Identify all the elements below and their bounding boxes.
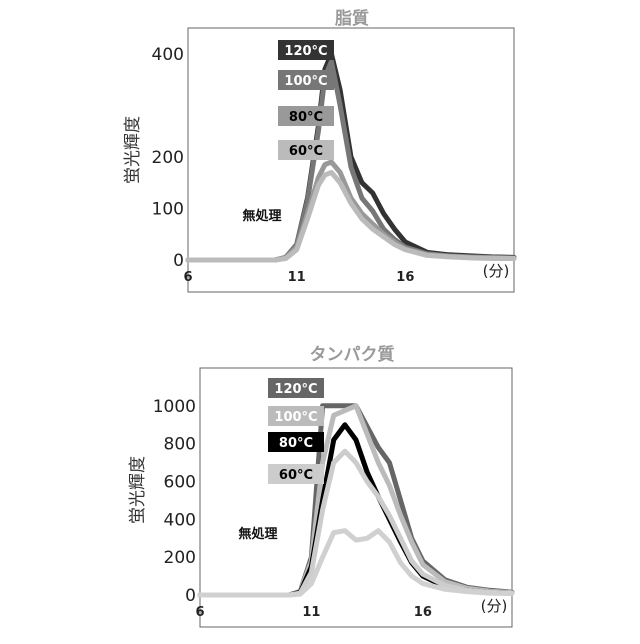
y-axis-label: 蛍光輝度 <box>128 456 148 524</box>
series-label: 80°C <box>279 436 313 451</box>
series-line <box>188 162 514 260</box>
series-line <box>200 406 512 595</box>
x-tick-label: 11 <box>302 605 320 620</box>
series-line <box>200 451 512 595</box>
y-tick-label: 1000 <box>153 397 196 417</box>
series-label: 60°C <box>289 144 323 159</box>
x-axis-unit: (分) <box>481 597 508 615</box>
series-label: 80°C <box>289 110 323 125</box>
x-tick-label: 16 <box>396 270 414 285</box>
series-label: 60°C <box>279 468 313 483</box>
y-tick-label: 0 <box>185 586 196 606</box>
y-tick-label: 100 <box>152 199 184 219</box>
annotation-untreated: 無処理 <box>238 526 277 542</box>
chart-panel-1: 脂質蛍光輝度 0 100 200 400 6 11 16 (分) 120°C 100°C 80°C 60… <box>123 8 514 292</box>
x-tick-label: 11 <box>288 270 306 285</box>
x-tick-label: 6 <box>183 270 192 285</box>
y-axis-label: 蛍光輝度 <box>123 116 143 184</box>
series-label: 120°C <box>274 382 317 397</box>
y-tick-label: 800 <box>164 435 196 455</box>
x-axis-unit: (分) <box>483 262 510 280</box>
chart-title: 脂質 <box>335 8 369 29</box>
y-tick-label: 400 <box>164 510 196 530</box>
y-tick-label: 0 <box>173 251 184 271</box>
chart-title: タンパク質 <box>310 344 395 365</box>
series-line <box>188 172 514 260</box>
series-label: 100°C <box>274 410 317 425</box>
annotation-untreated: 無処理 <box>242 208 281 224</box>
series-label: 100°C <box>284 74 327 89</box>
series-line <box>200 425 512 595</box>
y-tick-label: 200 <box>152 148 184 168</box>
x-tick-label: 16 <box>414 605 432 620</box>
series-line <box>188 62 514 261</box>
y-tick-label: 400 <box>152 45 184 65</box>
y-tick-label: 200 <box>164 548 196 568</box>
chart-panel-2: タンパク質蛍光輝度 0 200 400 600 800 1000 6 11 16 (分) 120°C 1… <box>128 344 512 627</box>
series-label: 120°C <box>284 44 327 59</box>
series-line <box>200 406 512 595</box>
x-tick-label: 6 <box>195 605 204 620</box>
y-tick-label: 600 <box>164 473 196 493</box>
